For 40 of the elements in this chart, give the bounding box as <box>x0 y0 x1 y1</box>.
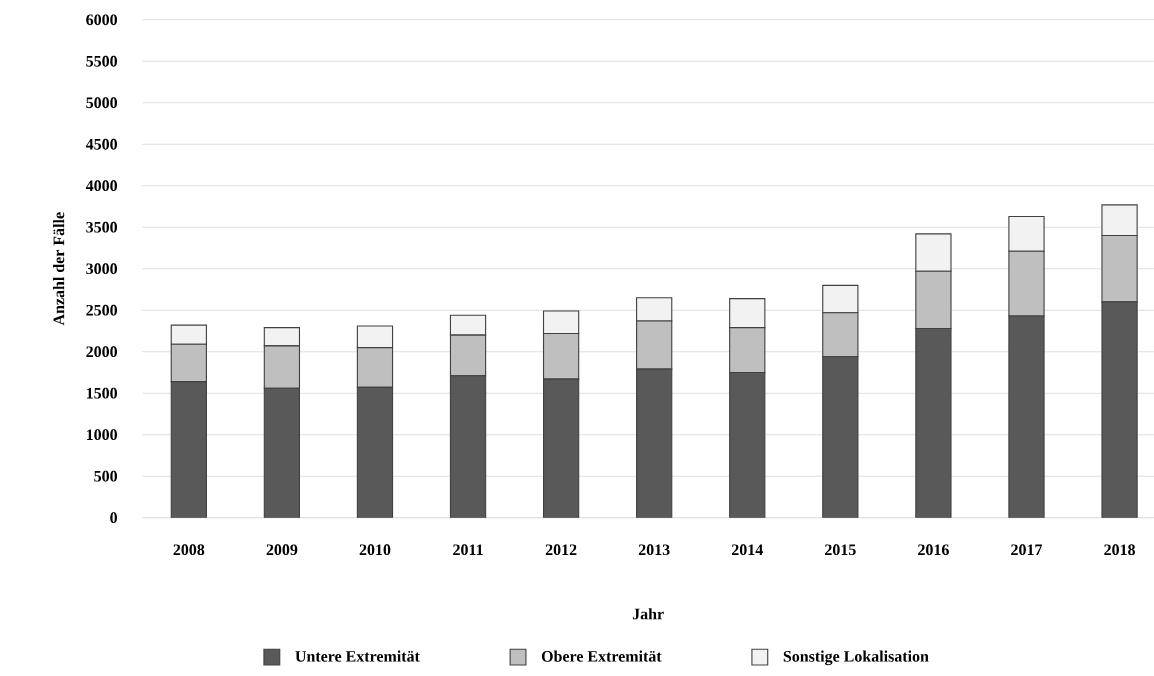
x-tick-label: 2017 <box>1011 544 1043 556</box>
y-tick-label: 2500 <box>86 304 118 316</box>
y-tick-label: 1500 <box>86 387 118 399</box>
x-tick-label: 2011 <box>453 544 483 556</box>
bar <box>822 356 859 518</box>
bar <box>1101 301 1138 518</box>
y-tick-label: 3500 <box>86 221 118 233</box>
y-tick-label: 2000 <box>86 346 118 358</box>
x-tick-label: 2010 <box>359 544 391 556</box>
legend-label: Sonstige Lokalisation <box>783 650 929 666</box>
legend-label: Untere Extremität <box>295 650 420 662</box>
x-tick-label: 2018 <box>1104 544 1135 556</box>
y-tick-label: 4000 <box>85 180 118 192</box>
legend-label: Obere Extremität <box>541 650 662 662</box>
y-tick-label: 1000 <box>86 429 118 441</box>
x-tick-label: 2016 <box>918 544 949 556</box>
x-tick-label: 2013 <box>638 544 670 556</box>
y-tick-label: 500 <box>94 470 118 482</box>
bar <box>636 368 673 518</box>
x-tick-label: 2014 <box>731 544 763 556</box>
bar <box>1008 315 1045 518</box>
y-tick-label: 3000 <box>86 263 118 275</box>
bar <box>449 375 487 518</box>
x-tick-label: 2008 <box>173 544 205 556</box>
bar <box>729 372 766 518</box>
bar <box>263 387 301 518</box>
y-tick-label: 6000 <box>86 14 118 26</box>
y-axis-title: Anzahl der Fälle <box>53 212 65 326</box>
y-tick-label: 5000 <box>86 97 118 109</box>
bar <box>170 381 207 518</box>
x-tick-label: 2009 <box>266 544 298 556</box>
y-tick-label: 4500 <box>85 138 118 150</box>
x-tick-label: 2015 <box>825 544 856 556</box>
y-tick-label: 0 <box>110 512 118 524</box>
bar <box>542 378 580 518</box>
bar <box>915 328 952 518</box>
y-tick-label: 5500 <box>86 55 118 67</box>
x-tick-label: 2012 <box>545 544 577 556</box>
x-axis-title: Jahr <box>632 608 664 620</box>
bar <box>356 386 394 518</box>
